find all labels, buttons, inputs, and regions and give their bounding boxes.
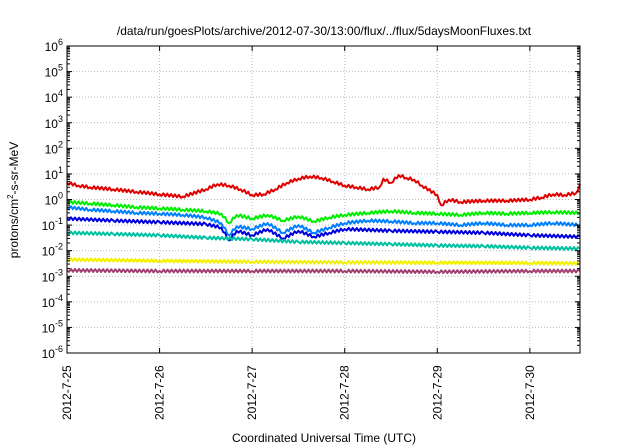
x-tick-label: 2012-7-29: [430, 365, 444, 420]
y-tick-label: 104: [45, 88, 63, 105]
x-tick-label: 2012-7-26: [153, 365, 167, 420]
series-line: [66, 205, 581, 237]
y-tick-label: 10-1: [42, 216, 63, 233]
x-tick-label: 2012-7-25: [60, 365, 74, 420]
x-tick-label: 2012-7-30: [523, 365, 537, 420]
y-tick-label: 102: [45, 139, 63, 156]
x-axis: 2012-7-25 2012-7-26 2012-7-27 2012-7-28 2012…: [60, 46, 537, 420]
series-line: [66, 174, 581, 207]
y-tick-label: 106: [45, 37, 63, 54]
y-tick-label: 10-5: [42, 318, 63, 335]
y-tick-label: 105: [45, 63, 63, 80]
x-tick-label: 2012-7-27: [245, 365, 259, 420]
y-tick-label: 100: [45, 191, 63, 208]
y-tick-label: 10-2: [42, 242, 63, 259]
series-line: [66, 230, 581, 251]
y-tick-label: 101: [45, 165, 63, 182]
x-tick-label: 2012-7-28: [338, 365, 352, 420]
y-axis-label: protons/cm2-s-sr-MeV: [6, 142, 21, 258]
series-line: [66, 257, 581, 266]
series-line: [66, 216, 581, 242]
series-line: [66, 199, 581, 225]
x-axis-label: Coordinated Universal Time (UTC): [232, 431, 416, 445]
y-tick-label: 103: [45, 114, 63, 131]
y-axis: 10-6 10-5 10-4 10-3 10-2 10-1 100 101 102 103 104 1…: [42, 37, 580, 361]
series-line: [66, 268, 581, 275]
y-tick-label: 10-3: [42, 267, 63, 284]
chart-title: /data/run/goesPlots/archive/2012-07-30/1…: [117, 24, 532, 38]
series-group: [66, 174, 581, 275]
y-tick-label: 10-4: [42, 293, 63, 310]
y-tick-label: 10-6: [42, 344, 63, 361]
